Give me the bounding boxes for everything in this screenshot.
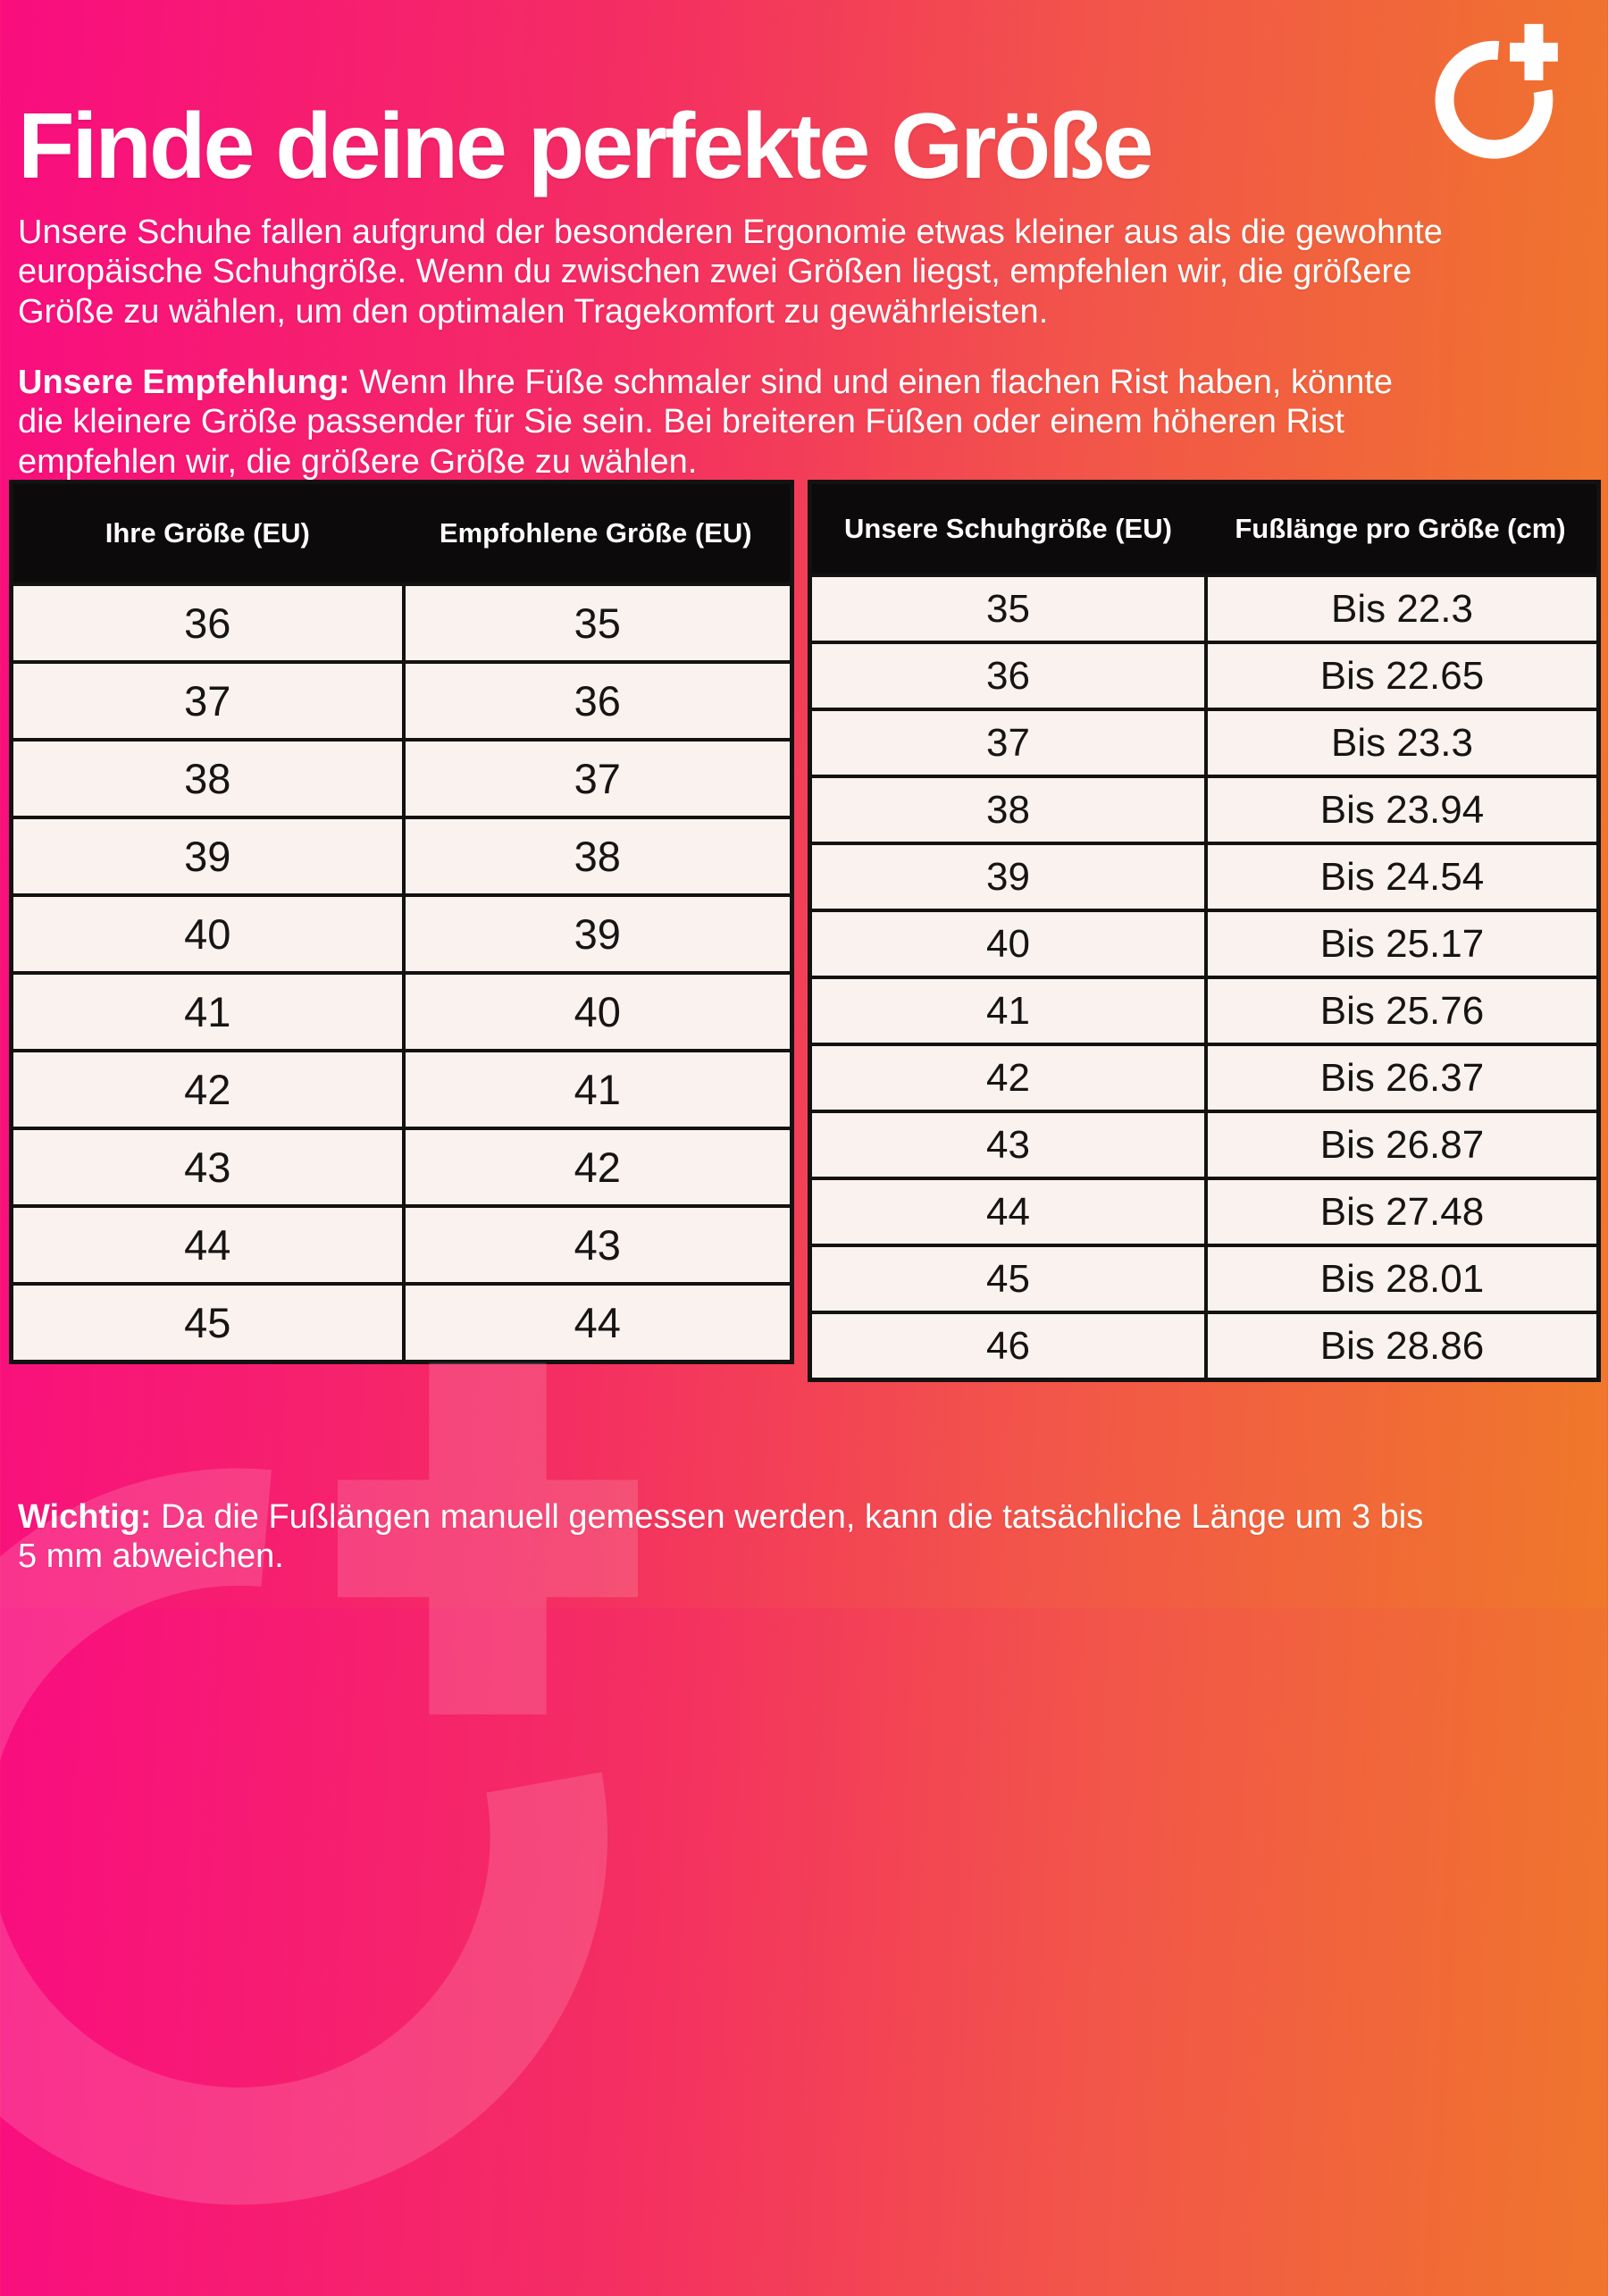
column-header: Unsere Schuhgröße (EU) — [844, 513, 1172, 544]
table-cell: 37 — [986, 720, 1030, 765]
table-cell: 44 — [986, 1189, 1030, 1234]
table-row: 40 39 — [13, 893, 790, 971]
note-label: Wichtig: — [18, 1498, 152, 1536]
table-row: 39 38 — [13, 816, 790, 893]
recommendation-paragraph: Unsere Empfehlung: Wenn Ihre Füße schmal… — [18, 363, 1447, 482]
table-row: 43 42 — [13, 1127, 790, 1204]
table-cell: Bis 23.3 — [1204, 711, 1596, 775]
table-row: 37 Bis 23.3 — [812, 708, 1596, 775]
table-cell: 35 — [986, 586, 1030, 631]
table-cell: 41 — [401, 1052, 791, 1127]
table-row: 40 Bis 25.17 — [812, 909, 1596, 976]
table-cell: 41 — [184, 988, 231, 1035]
table-cell: 42 — [401, 1130, 791, 1204]
table-cell: Bis 25.76 — [1204, 979, 1596, 1043]
table-cell: Bis 22.3 — [1204, 577, 1596, 641]
size-conversion-table: Ihre Größe (EU) Empfohlene Größe (EU) 36 35… — [9, 480, 794, 1364]
table-row: 36 35 — [13, 582, 790, 660]
table-cell: Bis 27.48 — [1204, 1180, 1596, 1244]
table-row: 38 37 — [13, 738, 790, 816]
table-cell: 43 — [986, 1122, 1030, 1167]
table-row: 45 44 — [13, 1282, 790, 1360]
table-row: 43 Bis 26.87 — [812, 1110, 1596, 1177]
table-cell: 42 — [986, 1055, 1030, 1100]
table-cell: Bis 23.94 — [1204, 778, 1596, 842]
table-cell: 36 — [401, 664, 791, 738]
table-cell: 39 — [401, 897, 791, 971]
table-row: 45 Bis 28.01 — [812, 1244, 1596, 1311]
table-cell: 44 — [184, 1221, 231, 1269]
table-row: 42 Bis 26.37 — [812, 1043, 1596, 1110]
note-paragraph: Wichtig: Da die Fußlängen manuell gemess… — [18, 1497, 1447, 1577]
column-header: Fußlänge pro Größe (cm) — [1235, 513, 1566, 544]
table-cell: 36 — [986, 653, 1030, 698]
table-cell: 40 — [184, 910, 231, 958]
page-title: Finde deine perfekte Größe — [18, 94, 1154, 198]
note-text: Da die Fußlängen manuell gemessen werden… — [18, 1498, 1424, 1576]
table-cell: Bis 26.37 — [1204, 1046, 1596, 1110]
table-row: 39 Bis 24.54 — [812, 842, 1596, 909]
table-row: 37 36 — [13, 660, 790, 738]
table-cell: 45 — [986, 1256, 1030, 1301]
table-cell: 46 — [986, 1323, 1030, 1368]
table-row: 38 Bis 23.94 — [812, 775, 1596, 842]
table-header-row: Unsere Schuhgröße (EU) Fußlänge pro Größe… — [812, 484, 1596, 574]
table-row: 36 Bis 22.65 — [812, 641, 1596, 708]
table-cell: 42 — [184, 1066, 231, 1113]
table-cell: Bis 26.87 — [1204, 1113, 1596, 1177]
table-cell: 41 — [986, 988, 1030, 1033]
column-header: Ihre Größe (EU) — [105, 517, 310, 549]
table-cell: 39 — [986, 854, 1030, 899]
recommendation-text: Wenn Ihre Füße schmaler sind und einen f… — [18, 364, 1394, 481]
intro-paragraph: Unsere Schuhe fallen aufgrund der besond… — [18, 214, 1443, 331]
table-cell: Bis 28.01 — [1204, 1247, 1596, 1311]
table-row: 42 41 — [13, 1049, 790, 1127]
table-cell: 37 — [401, 742, 791, 816]
table-row: 41 40 — [13, 971, 790, 1049]
table-cell: Bis 22.65 — [1204, 644, 1596, 708]
table-row: 35 Bis 22.3 — [812, 574, 1596, 641]
table-cell: Bis 28.86 — [1204, 1314, 1596, 1378]
table-cell: 43 — [184, 1144, 231, 1191]
circle-plus-logo-icon — [1435, 23, 1558, 159]
table-header-row: Ihre Größe (EU) Empfohlene Größe (EU) — [13, 484, 790, 582]
table-cell: 35 — [401, 586, 791, 660]
table-row: 44 43 — [13, 1204, 790, 1282]
table-row: 44 Bis 27.48 — [812, 1177, 1596, 1244]
table-cell: 40 — [401, 975, 791, 1049]
table-row: 41 Bis 25.76 — [812, 976, 1596, 1043]
table-cell: 40 — [986, 921, 1030, 966]
table-cell: 39 — [184, 833, 231, 880]
table-cell: Bis 25.17 — [1204, 912, 1596, 976]
table-row: 46 Bis 28.86 — [812, 1311, 1596, 1378]
table-cell: 43 — [401, 1208, 791, 1282]
table-cell: 38 — [986, 787, 1030, 832]
table-cell: Bis 24.54 — [1204, 845, 1596, 909]
table-cell: 45 — [184, 1299, 231, 1346]
table-cell: 44 — [401, 1286, 791, 1360]
recommendation-label: Unsere Empfehlung: — [18, 364, 350, 401]
size-guide-page: { "header": { "title": "Finde deine perf… — [0, 0, 1608, 1608]
table-cell: 38 — [401, 819, 791, 893]
foot-length-table: Unsere Schuhgröße (EU) Fußlänge pro Größe… — [808, 480, 1601, 1382]
table-cell: 37 — [184, 677, 231, 725]
table-cell: 36 — [184, 599, 231, 647]
table-cell: 38 — [184, 755, 231, 802]
column-header: Empfohlene Größe (EU) — [439, 517, 752, 549]
